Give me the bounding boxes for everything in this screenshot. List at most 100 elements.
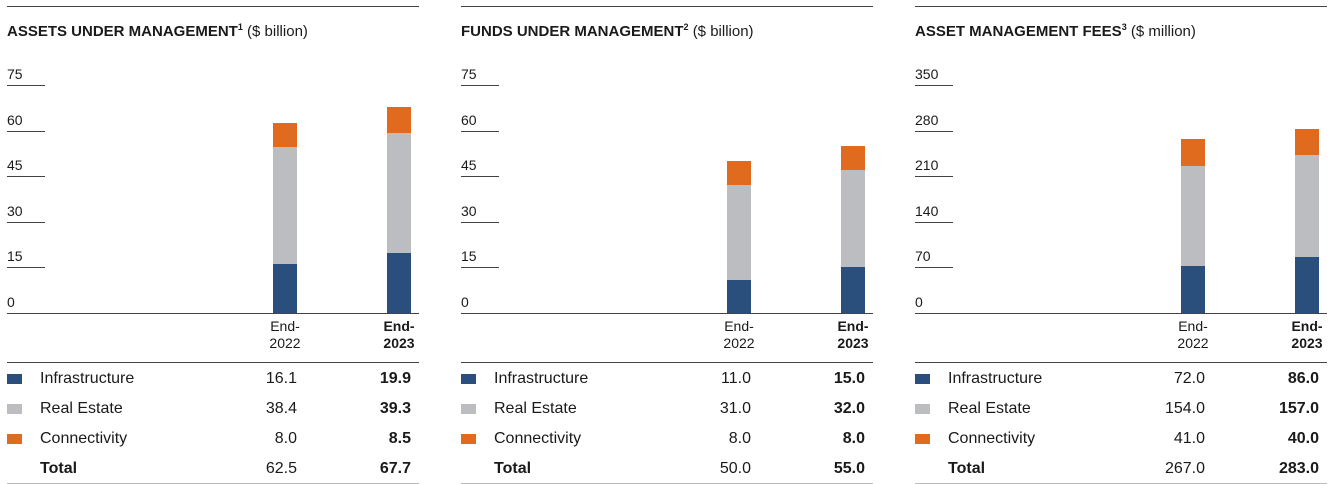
- table-value: 39.3: [379, 400, 411, 417]
- tick-line: [7, 130, 45, 132]
- top-rule: [915, 6, 1327, 7]
- top-rule: [461, 6, 873, 7]
- total-label: Total: [494, 460, 532, 477]
- tick-line: [915, 85, 953, 86]
- legend-label: Real Estate: [494, 400, 577, 417]
- footnote-marker: 2: [683, 22, 689, 32]
- legend-swatch: [915, 374, 930, 384]
- legend-label: Infrastructure: [40, 370, 135, 387]
- table-value: 62.5: [265, 460, 297, 477]
- unit-label: ($ million): [1130, 23, 1196, 40]
- legend-swatch: [461, 374, 476, 384]
- y-tick-label: 45: [7, 157, 23, 174]
- unit-label: ($ billion): [692, 23, 754, 40]
- tick-line: [7, 221, 45, 223]
- tick-line: [915, 176, 953, 178]
- y-tick-label: 15: [461, 248, 477, 265]
- legend-swatch: [7, 404, 22, 414]
- legend-label: Real Estate: [40, 400, 123, 417]
- bar-segment: [273, 123, 297, 148]
- tick-line: [461, 221, 499, 223]
- y-tick-label: 75: [461, 66, 477, 82]
- table-value: 19.9: [379, 370, 411, 387]
- table-value: 267.0: [1164, 460, 1205, 477]
- unit-label: ($ billion): [247, 23, 308, 40]
- table-value: 50.0: [719, 460, 751, 477]
- bar-segment: [387, 107, 411, 134]
- bar-segment: [841, 267, 865, 313]
- table-value: 8.0: [728, 430, 751, 447]
- tick-line: [461, 267, 499, 269]
- table-value: 72.0: [1173, 370, 1205, 387]
- x-tick-label: End-2023: [1291, 318, 1323, 351]
- chart-panel: ASSETS UNDER MANAGEMENT1 ($ billion) 0 15 3…: [7, 0, 419, 484]
- tick-line: [7, 267, 45, 269]
- table-value: 8.0: [274, 430, 297, 447]
- x-tick-label: End-2022: [1177, 318, 1209, 351]
- footnote-marker: 1: [237, 22, 243, 32]
- y-tick-label: 140: [915, 202, 939, 219]
- total-label: Total: [948, 460, 986, 477]
- bar-segment: [387, 133, 411, 253]
- bar-segment: [727, 185, 751, 280]
- y-tick-label: 75: [7, 66, 23, 82]
- y-tick-label: 60: [7, 111, 23, 128]
- bar-segment: [273, 264, 297, 313]
- y-tick-label: 45: [461, 157, 477, 174]
- tick-line: [461, 130, 499, 132]
- tick-line: [7, 176, 45, 178]
- table-value: 40.0: [1287, 430, 1319, 447]
- table-value: 154.0: [1164, 400, 1205, 417]
- title-text: FUNDS UNDER MANAGEMENT: [461, 23, 684, 40]
- bar-segment: [273, 147, 297, 265]
- bar-segment: [1181, 266, 1205, 313]
- tick-line: [915, 130, 953, 132]
- y-tick-label: 210: [915, 157, 939, 174]
- bar-segment: [387, 252, 411, 313]
- table-value: 8.0: [842, 430, 865, 447]
- x-tick-label: End-2023: [837, 318, 869, 351]
- chart-panel: FUNDS UNDER MANAGEMENT2 ($ billion) 0 15 30…: [461, 0, 873, 484]
- legend-swatch: [461, 404, 476, 414]
- bar-segment: [1295, 128, 1319, 155]
- legend-label: Infrastructure: [948, 370, 1043, 387]
- table-value: 283.0: [1278, 460, 1319, 477]
- legend-label: Connectivity: [494, 430, 582, 447]
- table-value: 8.5: [388, 430, 411, 447]
- table-value: 16.1: [265, 370, 297, 387]
- chart-title: FUNDS UNDER MANAGEMENT2 ($ billion): [461, 22, 754, 40]
- legend-swatch: [461, 434, 476, 444]
- tick-line: [915, 267, 953, 269]
- x-tick-label: End-2022: [723, 318, 755, 351]
- table-value: 86.0: [1287, 370, 1319, 387]
- total-label: Total: [40, 460, 78, 477]
- baseline: [7, 313, 419, 314]
- legend-swatch: [915, 434, 930, 444]
- table-rule: [7, 362, 419, 363]
- tick-line: [461, 176, 499, 178]
- chart-panel: ASSET MANAGEMENT FEES3 ($ million) 0 70 140…: [915, 0, 1327, 484]
- y-tick-label: 30: [461, 202, 477, 219]
- y-tick-label: 350: [915, 66, 939, 82]
- legend-label: Infrastructure: [494, 370, 589, 387]
- tick-line: [915, 221, 953, 223]
- table-value: 31.0: [719, 400, 751, 417]
- y-tick-label: 0: [461, 294, 469, 310]
- table-value: 55.0: [833, 460, 865, 477]
- x-tick-label: End-2022: [269, 318, 301, 351]
- y-tick-label: 15: [7, 248, 23, 265]
- y-tick-label: 280: [915, 111, 939, 128]
- tick-line: [461, 85, 499, 86]
- bar-segment: [1295, 256, 1319, 313]
- table-rule: [915, 362, 1327, 363]
- title-text: ASSETS UNDER MANAGEMENT: [7, 23, 238, 40]
- table-value: 38.4: [265, 400, 297, 417]
- baseline: [461, 313, 873, 314]
- table-value: 67.7: [379, 460, 411, 477]
- bar-segment: [1181, 139, 1205, 166]
- legend-swatch: [7, 374, 22, 384]
- table-value: 15.0: [833, 370, 865, 387]
- top-rule: [7, 6, 419, 7]
- title-text: ASSET MANAGEMENT FEES: [915, 23, 1122, 40]
